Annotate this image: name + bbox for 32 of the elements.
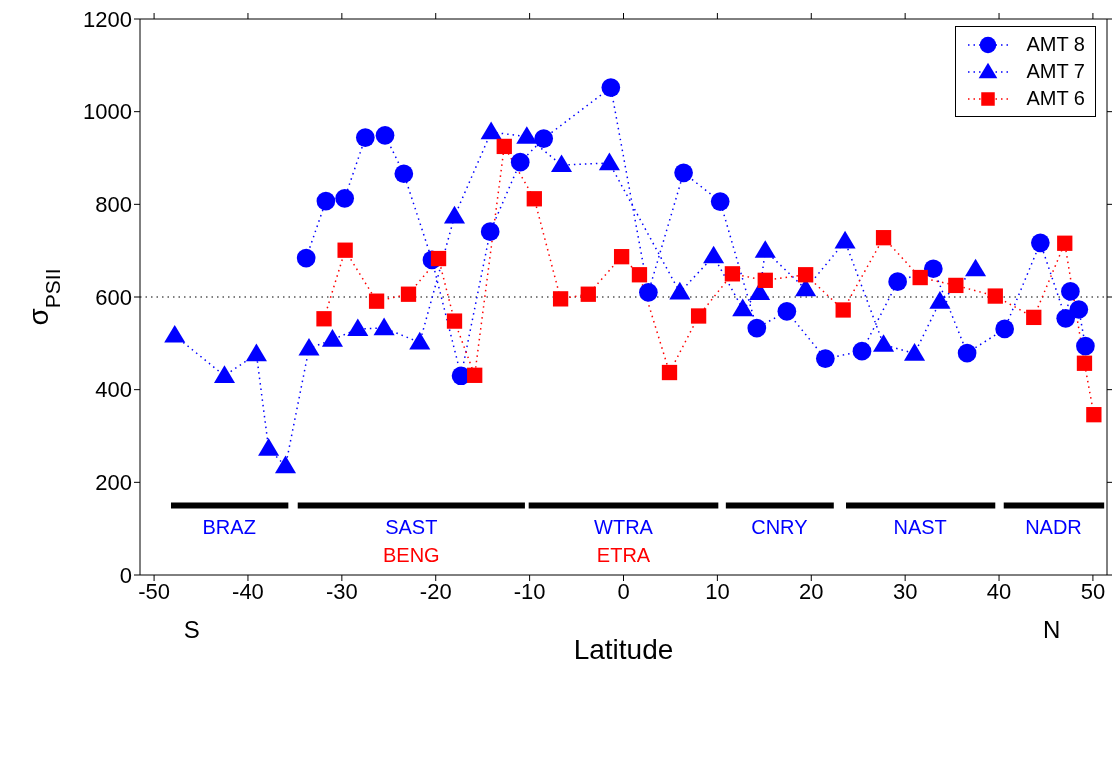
x-tick-label: 30 bbox=[892, 578, 918, 604]
annotation: WTRA bbox=[594, 515, 654, 538]
annotation: BENG bbox=[382, 543, 440, 566]
annotation: ETRA bbox=[596, 543, 651, 566]
legend-label: AMT 7 bbox=[1026, 60, 1085, 83]
x-tick-label: -40 bbox=[232, 578, 264, 604]
y-tick-label: 600 bbox=[95, 284, 132, 310]
text: N bbox=[1042, 616, 1061, 644]
annotation: NAST bbox=[893, 515, 947, 538]
x-axis-title: Latitude bbox=[573, 634, 674, 665]
y-tick-label: 1000 bbox=[83, 99, 132, 125]
annotation: NADR bbox=[1025, 515, 1082, 538]
y-tick-label: 800 bbox=[95, 192, 132, 218]
legend-label: AMT 6 bbox=[1026, 87, 1085, 110]
annotation: BRAZ bbox=[202, 515, 256, 538]
text: S bbox=[183, 616, 200, 644]
x-tick-label: 50 bbox=[1080, 578, 1106, 604]
x-tick-label: -50 bbox=[138, 578, 170, 604]
x-tick-label: 10 bbox=[705, 578, 730, 604]
x-tick-label: -10 bbox=[513, 578, 546, 604]
x-tick-label: -30 bbox=[325, 578, 358, 604]
x-tick-label: 0 bbox=[617, 578, 630, 604]
annotation: SAST bbox=[385, 515, 438, 538]
y-tick-label: 200 bbox=[95, 470, 132, 496]
x-tick-label: 20 bbox=[799, 578, 824, 604]
annotation: CNRY bbox=[751, 515, 808, 538]
y-tick-label: 0 bbox=[119, 562, 132, 588]
x-tick-label: -20 bbox=[419, 578, 452, 604]
legend-label: AMT 8 bbox=[1026, 33, 1085, 56]
y-tick-label: 1200 bbox=[83, 6, 132, 32]
x-tick-label: 40 bbox=[986, 578, 1012, 604]
y-tick-label: 400 bbox=[95, 377, 132, 403]
